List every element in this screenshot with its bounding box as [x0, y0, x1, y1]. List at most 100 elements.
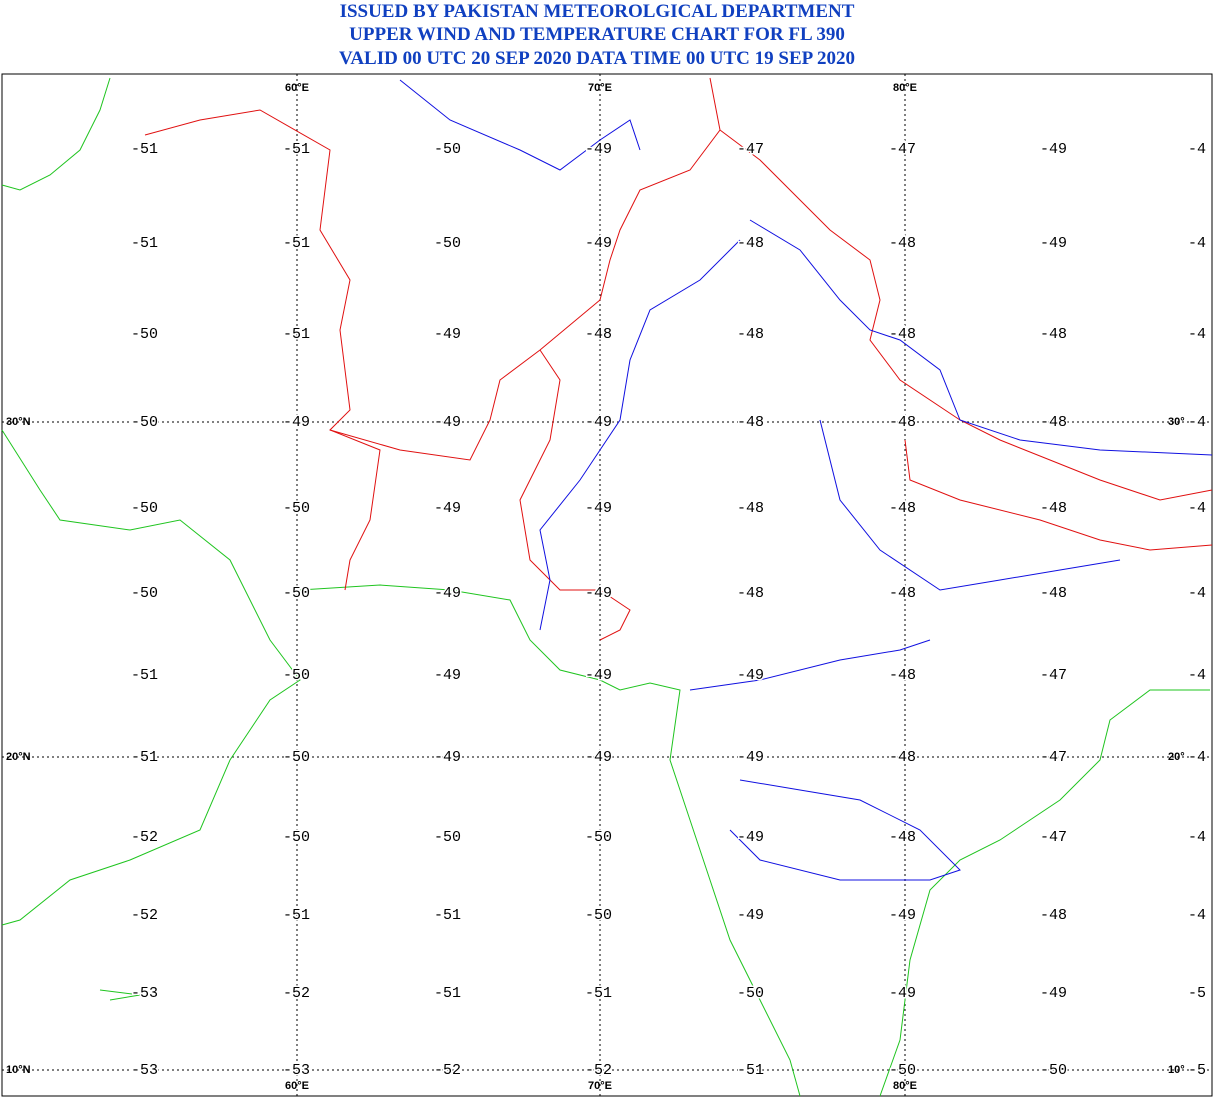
temperature-label: -50 — [434, 235, 461, 252]
temperature-label: -51 — [131, 667, 158, 684]
temperature-label: -48 — [1040, 500, 1067, 517]
temperature-label: -53 — [283, 1062, 310, 1079]
temperature-label: -48 — [889, 235, 916, 252]
temperature-label: -49 — [585, 749, 612, 766]
lon-label: 60°E — [285, 82, 309, 94]
temperature-label: -49 — [737, 749, 764, 766]
lat-label: 20°N — [6, 751, 31, 763]
temperature-label: -48 — [737, 414, 764, 431]
temperature-label: -49 — [1040, 985, 1067, 1002]
title-line: VALID 00 UTC 20 SEP 2020 DATA TIME 00 UT… — [339, 48, 855, 69]
temperature-label: -47 — [889, 141, 916, 158]
temperature-label: -49 — [434, 667, 461, 684]
temperature-label: -5 — [1188, 985, 1206, 1002]
temperature-label: -49 — [434, 326, 461, 343]
temperature-label: -51 — [131, 235, 158, 252]
temperature-label: -49 — [434, 749, 461, 766]
lat-label: 30° — [1168, 416, 1185, 428]
temperature-label: -51 — [283, 326, 310, 343]
temperature-label: -49 — [1040, 141, 1067, 158]
temperature-label: -49 — [585, 235, 612, 252]
temperature-label: -49 — [434, 414, 461, 431]
temperature-label: -4 — [1188, 907, 1206, 924]
temperature-label: -48 — [889, 667, 916, 684]
temperature-label: -52 — [131, 829, 158, 846]
temperature-label: -4 — [1188, 235, 1206, 252]
temperature-label: -50 — [585, 829, 612, 846]
temperature-label: -48 — [737, 585, 764, 602]
temperature-label: -48 — [889, 749, 916, 766]
temperature-label: -50 — [434, 829, 461, 846]
temperature-label: -49 — [737, 907, 764, 924]
temperature-label: -48 — [585, 326, 612, 343]
temperature-label: -50 — [131, 326, 158, 343]
temperature-label: -48 — [737, 235, 764, 252]
graticule — [2, 74, 1212, 1096]
temperature-label: -52 — [131, 907, 158, 924]
temperature-label: -51 — [131, 141, 158, 158]
temperature-label: -49 — [585, 500, 612, 517]
title-line: ISSUED BY PAKISTAN METEOROLGICAL DEPARTM… — [339, 1, 855, 22]
temperature-label: -49 — [889, 985, 916, 1002]
temperature-label: -48 — [889, 326, 916, 343]
temperature-label: -4 — [1188, 141, 1206, 158]
temperature-label: -51 — [283, 141, 310, 158]
temperature-label: -52 — [585, 1062, 612, 1079]
lon-label: 70°E — [588, 82, 612, 94]
temperature-label: -50 — [283, 829, 310, 846]
lat-label: 30°N — [6, 416, 31, 428]
temperature-label: -50 — [585, 907, 612, 924]
temperature-label: -48 — [889, 585, 916, 602]
temperature-label: -48 — [1040, 585, 1067, 602]
temperature-label: -51 — [434, 985, 461, 1002]
rivers — [399, 79, 1213, 881]
temperature-label: -4 — [1188, 749, 1206, 766]
temperature-label: -47 — [1040, 667, 1067, 684]
temperature-label: -50 — [737, 985, 764, 1002]
temperature-label: -50 — [434, 141, 461, 158]
temperature-label: -50 — [889, 1062, 916, 1079]
temperature-label: -49 — [737, 829, 764, 846]
temperature-label: -50 — [131, 500, 158, 517]
temperature-label: -4 — [1188, 829, 1206, 846]
temperature-label: -50 — [283, 500, 310, 517]
lat-label: 10°N — [6, 1064, 31, 1076]
lat-label: 20° — [1168, 751, 1185, 763]
temperature-label: -52 — [283, 985, 310, 1002]
temperature-label: -49 — [434, 585, 461, 602]
temperature-label: -51 — [434, 907, 461, 924]
lon-label: 80°E — [893, 1080, 917, 1092]
temperature-label: -49 — [434, 500, 461, 517]
temperature-label: -53 — [131, 985, 158, 1002]
temperature-label: -50 — [131, 414, 158, 431]
temperature-label: -5 — [1188, 1062, 1206, 1079]
temperature-label: -49 — [1040, 235, 1067, 252]
temperature-label: -4 — [1188, 667, 1206, 684]
temperature-label: -4 — [1188, 326, 1206, 343]
title-line: UPPER WIND AND TEMPERATURE CHART FOR FL … — [349, 24, 845, 45]
temperature-label: -52 — [434, 1062, 461, 1079]
temperature-label: -50 — [283, 585, 310, 602]
temperature-label: -47 — [1040, 749, 1067, 766]
temperature-label: -48 — [1040, 907, 1067, 924]
temperature-label: -47 — [1040, 829, 1067, 846]
temperature-label: -49 — [585, 585, 612, 602]
lon-label: 70°E — [588, 1080, 612, 1092]
temperature-label: -50 — [283, 667, 310, 684]
temperature-label: -51 — [283, 235, 310, 252]
map-frame — [1, 73, 1213, 1097]
temperature-label: -49 — [585, 667, 612, 684]
lon-label: 60°E — [285, 1080, 309, 1092]
lon-label: 80°E — [893, 82, 917, 94]
temperature-label: -51 — [131, 749, 158, 766]
temperature-label: -4 — [1188, 585, 1206, 602]
temperature-label: -49 — [737, 667, 764, 684]
temperature-label: -51 — [585, 985, 612, 1002]
temperature-label: -50 — [131, 585, 158, 602]
temperature-label: -48 — [1040, 326, 1067, 343]
lat-label: 10° — [1168, 1064, 1185, 1076]
borders — [144, 77, 1213, 641]
temperature-label: -51 — [283, 907, 310, 924]
